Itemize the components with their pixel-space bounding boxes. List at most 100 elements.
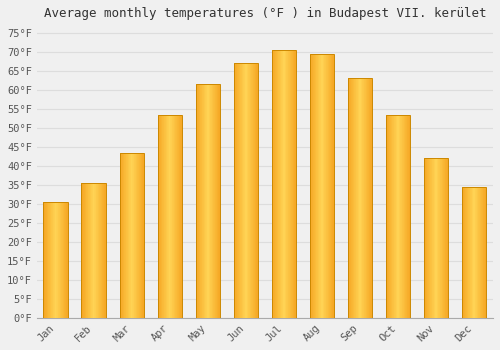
Bar xyxy=(123,153,124,318)
Bar xyxy=(210,84,211,318)
Bar xyxy=(178,114,179,318)
Bar xyxy=(198,84,199,318)
Bar xyxy=(330,54,331,318)
Bar xyxy=(362,78,363,318)
Bar xyxy=(135,153,136,318)
Bar xyxy=(176,114,178,318)
Bar xyxy=(164,114,165,318)
Bar xyxy=(217,84,218,318)
Bar xyxy=(401,114,402,318)
Bar xyxy=(366,78,367,318)
Bar xyxy=(332,54,333,318)
Bar xyxy=(315,54,316,318)
Bar xyxy=(211,84,212,318)
Bar xyxy=(97,183,98,318)
Bar xyxy=(444,158,446,318)
Bar xyxy=(274,50,276,318)
Bar xyxy=(424,158,425,318)
Bar xyxy=(394,114,395,318)
Bar xyxy=(355,78,356,318)
Bar xyxy=(485,187,486,318)
Bar xyxy=(174,114,175,318)
Bar xyxy=(276,50,277,318)
Bar xyxy=(162,114,163,318)
Bar xyxy=(473,187,474,318)
Bar xyxy=(63,202,64,318)
Bar xyxy=(252,63,254,318)
Bar xyxy=(234,63,235,318)
Bar xyxy=(243,63,244,318)
Bar xyxy=(180,114,181,318)
Bar xyxy=(54,202,55,318)
Bar xyxy=(425,158,426,318)
Bar xyxy=(175,114,176,318)
Bar xyxy=(216,84,217,318)
Bar xyxy=(439,158,440,318)
Bar xyxy=(49,202,50,318)
Bar xyxy=(136,153,137,318)
Bar xyxy=(105,183,106,318)
Bar xyxy=(404,114,405,318)
Bar xyxy=(387,114,388,318)
Bar xyxy=(200,84,201,318)
Bar xyxy=(85,183,86,318)
Bar xyxy=(255,63,256,318)
Bar xyxy=(66,202,67,318)
Bar xyxy=(167,114,168,318)
Bar xyxy=(312,54,314,318)
Bar xyxy=(82,183,106,318)
Bar xyxy=(441,158,442,318)
Bar xyxy=(400,114,401,318)
Bar xyxy=(273,50,274,318)
Bar xyxy=(466,187,467,318)
Bar xyxy=(290,50,292,318)
Bar xyxy=(130,153,131,318)
Bar xyxy=(285,50,286,318)
Bar xyxy=(92,183,93,318)
Bar xyxy=(318,54,319,318)
Bar xyxy=(434,158,435,318)
Bar xyxy=(165,114,166,318)
Bar xyxy=(251,63,252,318)
Bar xyxy=(90,183,92,318)
Title: Average monthly temperatures (°F ) in Budapest VII. kerület: Average monthly temperatures (°F ) in Bu… xyxy=(44,7,486,20)
Bar xyxy=(427,158,428,318)
Bar xyxy=(361,78,362,318)
Bar xyxy=(171,114,172,318)
Bar xyxy=(323,54,324,318)
Bar xyxy=(480,187,481,318)
Bar xyxy=(159,114,160,318)
Bar xyxy=(393,114,394,318)
Bar xyxy=(286,50,287,318)
Bar xyxy=(64,202,65,318)
Bar xyxy=(104,183,105,318)
Bar xyxy=(124,153,125,318)
Bar xyxy=(160,114,161,318)
Bar xyxy=(55,202,56,318)
Bar xyxy=(331,54,332,318)
Bar xyxy=(426,158,427,318)
Bar xyxy=(476,187,477,318)
Bar xyxy=(464,187,465,318)
Bar xyxy=(357,78,358,318)
Bar xyxy=(86,183,87,318)
Bar xyxy=(272,50,296,318)
Bar xyxy=(370,78,371,318)
Bar xyxy=(356,78,357,318)
Bar xyxy=(201,84,202,318)
Bar xyxy=(368,78,370,318)
Bar xyxy=(431,158,432,318)
Bar xyxy=(199,84,200,318)
Bar xyxy=(409,114,410,318)
Bar xyxy=(354,78,355,318)
Bar xyxy=(244,63,246,318)
Bar xyxy=(133,153,134,318)
Bar xyxy=(364,78,365,318)
Bar xyxy=(353,78,354,318)
Bar xyxy=(408,114,409,318)
Bar xyxy=(166,114,167,318)
Bar xyxy=(432,158,433,318)
Bar xyxy=(142,153,143,318)
Bar xyxy=(134,153,135,318)
Bar xyxy=(358,78,360,318)
